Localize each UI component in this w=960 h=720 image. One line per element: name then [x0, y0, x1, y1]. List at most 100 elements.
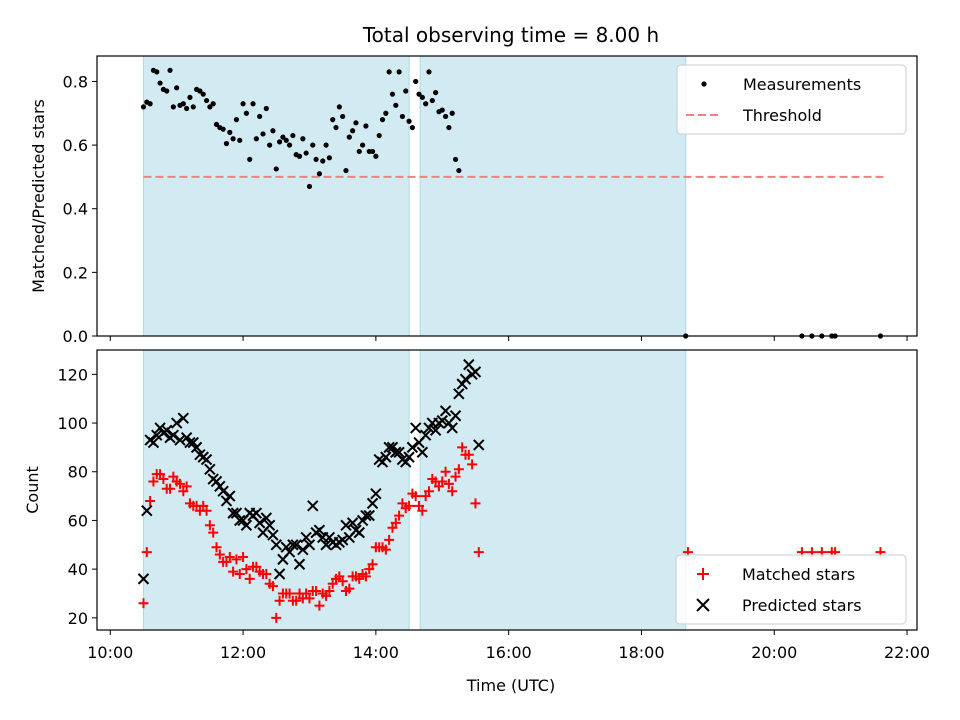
- measurements-point: [383, 110, 389, 116]
- measurements-point: [433, 89, 439, 96]
- measurements-point: [320, 158, 326, 164]
- predicted-stars-point: [393, 446, 405, 458]
- y-tick-label: 40: [68, 560, 88, 579]
- matched-stars-point: [271, 612, 282, 623]
- y-tick-label: 0.8: [63, 72, 88, 91]
- measurements-point: [187, 94, 193, 100]
- measurements-point: [270, 128, 276, 134]
- matched-stars-point: [443, 478, 454, 489]
- predicted-stars-point: [234, 514, 246, 527]
- matched-stars-point: [423, 486, 434, 497]
- predicted-stars-point: [406, 441, 419, 454]
- predicted-stars-point: [280, 541, 292, 553]
- predicted-stars-point: [439, 405, 452, 417]
- legend-box: [675, 554, 907, 625]
- predicted-stars-point: [267, 529, 279, 541]
- y-axis-label: Matched/Predicted stars: [29, 99, 48, 293]
- measurements-point: [442, 113, 449, 120]
- measurements-point: [174, 85, 180, 91]
- matched-stars-point: [394, 510, 405, 521]
- measurements-point: [379, 117, 386, 123]
- matched-stars-point: [214, 549, 225, 560]
- predicted-stars-point: [177, 412, 190, 424]
- matched-stars-point: [453, 464, 464, 475]
- measurements-point: [446, 124, 452, 131]
- predicted-stars-point: [380, 451, 392, 463]
- measurements-point: [220, 126, 226, 132]
- matched-stars-point: [384, 534, 395, 545]
- measurements-point: [396, 69, 402, 75]
- matched-stars-point: [304, 593, 315, 604]
- predicted-stars-point: [459, 373, 472, 385]
- matched-stars-point: [311, 586, 322, 597]
- predicted-stars-point: [217, 485, 229, 497]
- predicted-stars-point: [297, 543, 309, 556]
- measurements-point: [346, 134, 352, 140]
- matched-stars-point: [291, 595, 302, 606]
- matched-stars-point: [148, 476, 159, 487]
- measurements-point: [283, 137, 289, 143]
- predicted-stars-point: [453, 388, 465, 400]
- matched-stars-point: [204, 520, 215, 531]
- measurements-point: [230, 136, 236, 142]
- matched-stars-point: [337, 576, 348, 587]
- predicted-stars-point: [253, 517, 266, 529]
- predicted-stars-point: [290, 539, 302, 551]
- predicted-stars-point: [386, 441, 399, 454]
- predicted-stars-point: [456, 378, 468, 390]
- matched-stars-point: [201, 505, 212, 516]
- x-tick-label: 22:00: [884, 643, 930, 662]
- measurements-point: [276, 139, 283, 145]
- predicted-stars-point: [423, 422, 435, 434]
- plot-frame: [96, 349, 918, 631]
- matched-stars-point: [181, 481, 192, 492]
- predicted-stars-point: [180, 431, 193, 444]
- chart-title: Total observing time = 8.00 h: [362, 23, 659, 47]
- matched-stars-point: [228, 566, 239, 577]
- predicted-stars-point: [184, 436, 196, 449]
- measurements-point: [429, 97, 435, 104]
- measurements-point: [257, 113, 263, 120]
- predicted-stars-point: [260, 512, 273, 524]
- matched-stars-point: [440, 466, 451, 477]
- shaded-span-1: [142, 55, 410, 337]
- predicted-stars-point: [416, 446, 429, 458]
- shaded-span-2: [419, 55, 687, 337]
- measurements-point: [456, 167, 462, 174]
- measurements-point: [267, 142, 273, 148]
- legend-label: Predicted stars: [742, 596, 862, 615]
- predicted-stars-point: [400, 456, 412, 468]
- matched-stars-point: [241, 564, 252, 575]
- predicted-stars-point: [141, 504, 153, 517]
- measurements-point: [406, 118, 412, 124]
- matched-stars-point: [234, 569, 245, 579]
- measurements-point: [243, 110, 249, 116]
- measurements-point: [359, 142, 366, 148]
- matched-stars-point: [437, 476, 448, 487]
- measurements-point: [350, 128, 356, 134]
- predicted-stars-point: [383, 441, 395, 454]
- measurements-point: [419, 94, 425, 100]
- predicted-stars-point: [320, 539, 332, 551]
- predicted-stars-point: [151, 429, 163, 441]
- predicted-stars-point: [360, 509, 372, 522]
- predicted-stars-point: [376, 456, 389, 468]
- measurements-point: [260, 131, 266, 137]
- measurements-point: [237, 137, 243, 143]
- measurements-point: [233, 117, 240, 123]
- predicted-stars-point: [137, 573, 150, 585]
- measurements-point: [389, 91, 396, 97]
- y-tick-label: 0.2: [63, 263, 88, 282]
- measurements-point: [393, 102, 399, 108]
- x-tick-label: 14:00: [353, 643, 399, 662]
- predicted-stars-point: [307, 500, 319, 512]
- predicted-stars-point: [336, 534, 349, 546]
- measurements-point: [439, 107, 445, 113]
- matched-stars-point: [284, 588, 295, 599]
- measurements-point: [207, 104, 213, 110]
- matched-stars-point: [390, 517, 401, 528]
- predicted-stars-point: [210, 475, 223, 488]
- measurements-point: [452, 156, 459, 163]
- measurements-point: [426, 69, 432, 75]
- measurements-point: [356, 148, 362, 155]
